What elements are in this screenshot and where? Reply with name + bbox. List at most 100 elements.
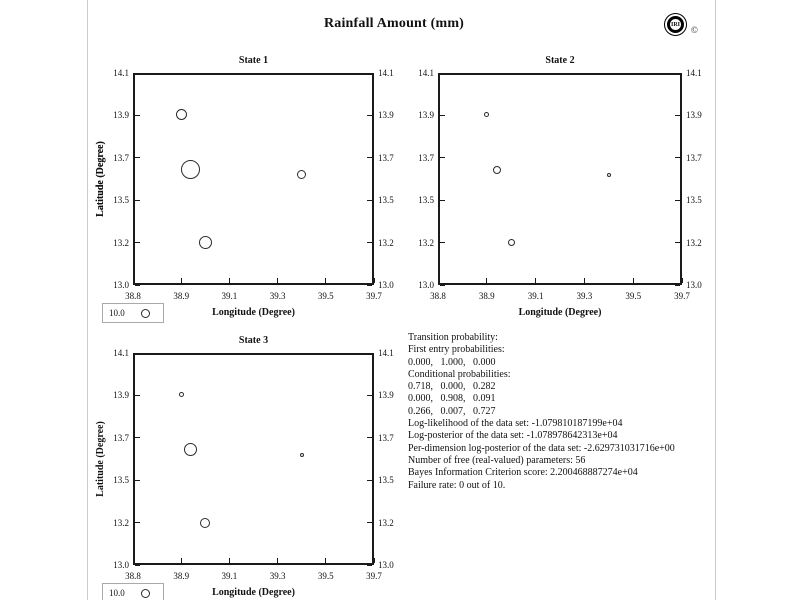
y-tick-mark-left bbox=[440, 242, 445, 244]
y-tick-label-left: 13.0 bbox=[418, 280, 434, 290]
y-tick-label-left: 13.5 bbox=[113, 475, 129, 486]
y-tick-label-right: 13.9 bbox=[378, 390, 394, 401]
x-tick-label: 39.1 bbox=[527, 291, 544, 301]
y-tick-label-right: 13.2 bbox=[686, 237, 702, 248]
stats-line: 0.000, 0.908, 0.091 bbox=[408, 393, 496, 405]
data-point-circle bbox=[492, 165, 501, 174]
y-tick-mark-right bbox=[367, 157, 372, 159]
x-axis-label: Longitude (Degree) bbox=[212, 587, 295, 598]
y-tick-mark-right bbox=[675, 157, 680, 159]
y-tick-mark-right bbox=[367, 479, 372, 481]
y-tick-label-left: 13.9 bbox=[113, 390, 129, 401]
copyright-symbol: © bbox=[691, 25, 698, 35]
size-legend-circle-icon bbox=[141, 589, 150, 598]
y-tick-mark-left bbox=[135, 479, 140, 481]
x-tick-label: 38.8 bbox=[125, 291, 141, 301]
figure-title: Rainfall Amount (mm) bbox=[323, 16, 465, 31]
y-tick-mark-left bbox=[135, 242, 140, 244]
x-tick-mark bbox=[277, 278, 279, 283]
y-tick-label-left: 13.2 bbox=[113, 237, 129, 248]
stats-line: Log-likelihood of the data set: -1.07981… bbox=[408, 418, 623, 430]
x-tick-label: 39.3 bbox=[269, 291, 286, 301]
y-tick-mark-right bbox=[367, 437, 372, 439]
data-point-circle bbox=[184, 443, 198, 456]
iri-logo-label: IRI bbox=[670, 21, 680, 28]
y-tick-mark-left bbox=[135, 284, 140, 286]
y-tick-mark-left bbox=[135, 564, 140, 566]
y-tick-mark-left bbox=[135, 352, 140, 354]
x-tick-mark bbox=[632, 278, 634, 283]
y-tick-mark-right bbox=[675, 72, 680, 74]
x-tick-label: 39.3 bbox=[269, 571, 286, 581]
plot-frame bbox=[133, 73, 374, 285]
y-tick-mark-right bbox=[675, 242, 680, 244]
x-tick-label: 39.1 bbox=[221, 291, 238, 301]
stats-line: 0.266, 0.007, 0.727 bbox=[408, 405, 496, 417]
x-tick-mark bbox=[325, 278, 327, 283]
y-tick-label-left: 13.9 bbox=[113, 110, 129, 121]
data-point-circle bbox=[181, 160, 201, 179]
stats-line: Bayes Information Criterion score: 2.200… bbox=[408, 467, 638, 479]
x-tick-label: 38.8 bbox=[430, 291, 446, 301]
y-tick-mark-right bbox=[367, 522, 372, 524]
panel-border-right bbox=[715, 0, 716, 600]
x-tick-mark bbox=[132, 558, 134, 563]
data-point-circle bbox=[200, 517, 211, 528]
x-tick-mark bbox=[373, 558, 375, 563]
y-tick-label-left: 13.5 bbox=[418, 195, 434, 206]
y-tick-mark-left bbox=[135, 157, 140, 159]
y-tick-label-left: 13.2 bbox=[113, 517, 129, 528]
y-tick-mark-right bbox=[367, 352, 372, 354]
y-tick-mark-left bbox=[135, 72, 140, 74]
y-tick-label-right: 13.0 bbox=[686, 280, 702, 290]
x-tick-label: 39.5 bbox=[317, 571, 334, 581]
stats-line: Conditional probabilities: bbox=[408, 368, 511, 380]
y-tick-mark-left bbox=[135, 114, 140, 116]
y-tick-mark-left bbox=[135, 394, 140, 396]
stats-line: 0.000, 1.000, 0.000 bbox=[408, 356, 496, 368]
y-tick-label-left: 13.7 bbox=[113, 152, 129, 163]
y-tick-label-right: 14.1 bbox=[686, 68, 702, 78]
data-point-circle bbox=[178, 391, 184, 397]
y-tick-mark-right bbox=[675, 284, 680, 286]
x-tick-mark bbox=[373, 278, 375, 283]
y-tick-label-right: 13.0 bbox=[378, 280, 394, 290]
plot-title: State 1 bbox=[238, 55, 269, 66]
data-point-circle bbox=[198, 236, 212, 250]
x-tick-mark bbox=[681, 278, 683, 283]
y-tick-mark-right bbox=[675, 114, 680, 116]
size-legend-value: 10.0 bbox=[109, 588, 125, 598]
stats-line: Failure rate: 0 out of 10. bbox=[408, 479, 506, 491]
y-tick-label-left: 13.7 bbox=[418, 152, 434, 163]
y-tick-label-right: 14.1 bbox=[378, 68, 394, 78]
y-tick-mark-right bbox=[367, 199, 372, 201]
plot-frame bbox=[133, 353, 374, 565]
y-tick-mark-right bbox=[367, 114, 372, 116]
y-tick-label-left: 13.2 bbox=[418, 237, 434, 248]
x-tick-label: 39.5 bbox=[625, 291, 642, 301]
y-tick-label-left: 14.1 bbox=[113, 68, 129, 78]
size-legend: 10.0 bbox=[102, 583, 164, 600]
y-tick-mark-right bbox=[367, 394, 372, 396]
y-tick-label-right: 13.7 bbox=[686, 152, 702, 163]
y-tick-mark-left bbox=[135, 199, 140, 201]
x-tick-label: 39.7 bbox=[674, 291, 690, 301]
y-tick-mark-left bbox=[440, 157, 445, 159]
x-tick-label: 38.9 bbox=[478, 291, 495, 301]
x-tick-mark bbox=[180, 558, 182, 563]
x-axis-label: Longitude (Degree) bbox=[212, 307, 295, 318]
x-tick-label: 39.7 bbox=[366, 571, 382, 581]
model-stats-block: Transition probability: First entry proba… bbox=[408, 332, 708, 492]
x-tick-label: 38.9 bbox=[173, 291, 190, 301]
data-point-circle bbox=[606, 172, 611, 177]
x-tick-mark bbox=[277, 558, 279, 563]
y-tick-mark-right bbox=[675, 199, 680, 201]
stats-line: First entry probabilities: bbox=[408, 344, 505, 356]
y-axis-label: Latitude (Degree) bbox=[95, 141, 106, 217]
x-tick-mark bbox=[583, 278, 585, 283]
y-tick-label-left: 14.1 bbox=[113, 348, 129, 358]
x-tick-mark bbox=[437, 278, 439, 283]
data-point-circle bbox=[297, 170, 307, 180]
x-tick-label: 39.5 bbox=[317, 291, 334, 301]
x-tick-label: 39.3 bbox=[576, 291, 593, 301]
